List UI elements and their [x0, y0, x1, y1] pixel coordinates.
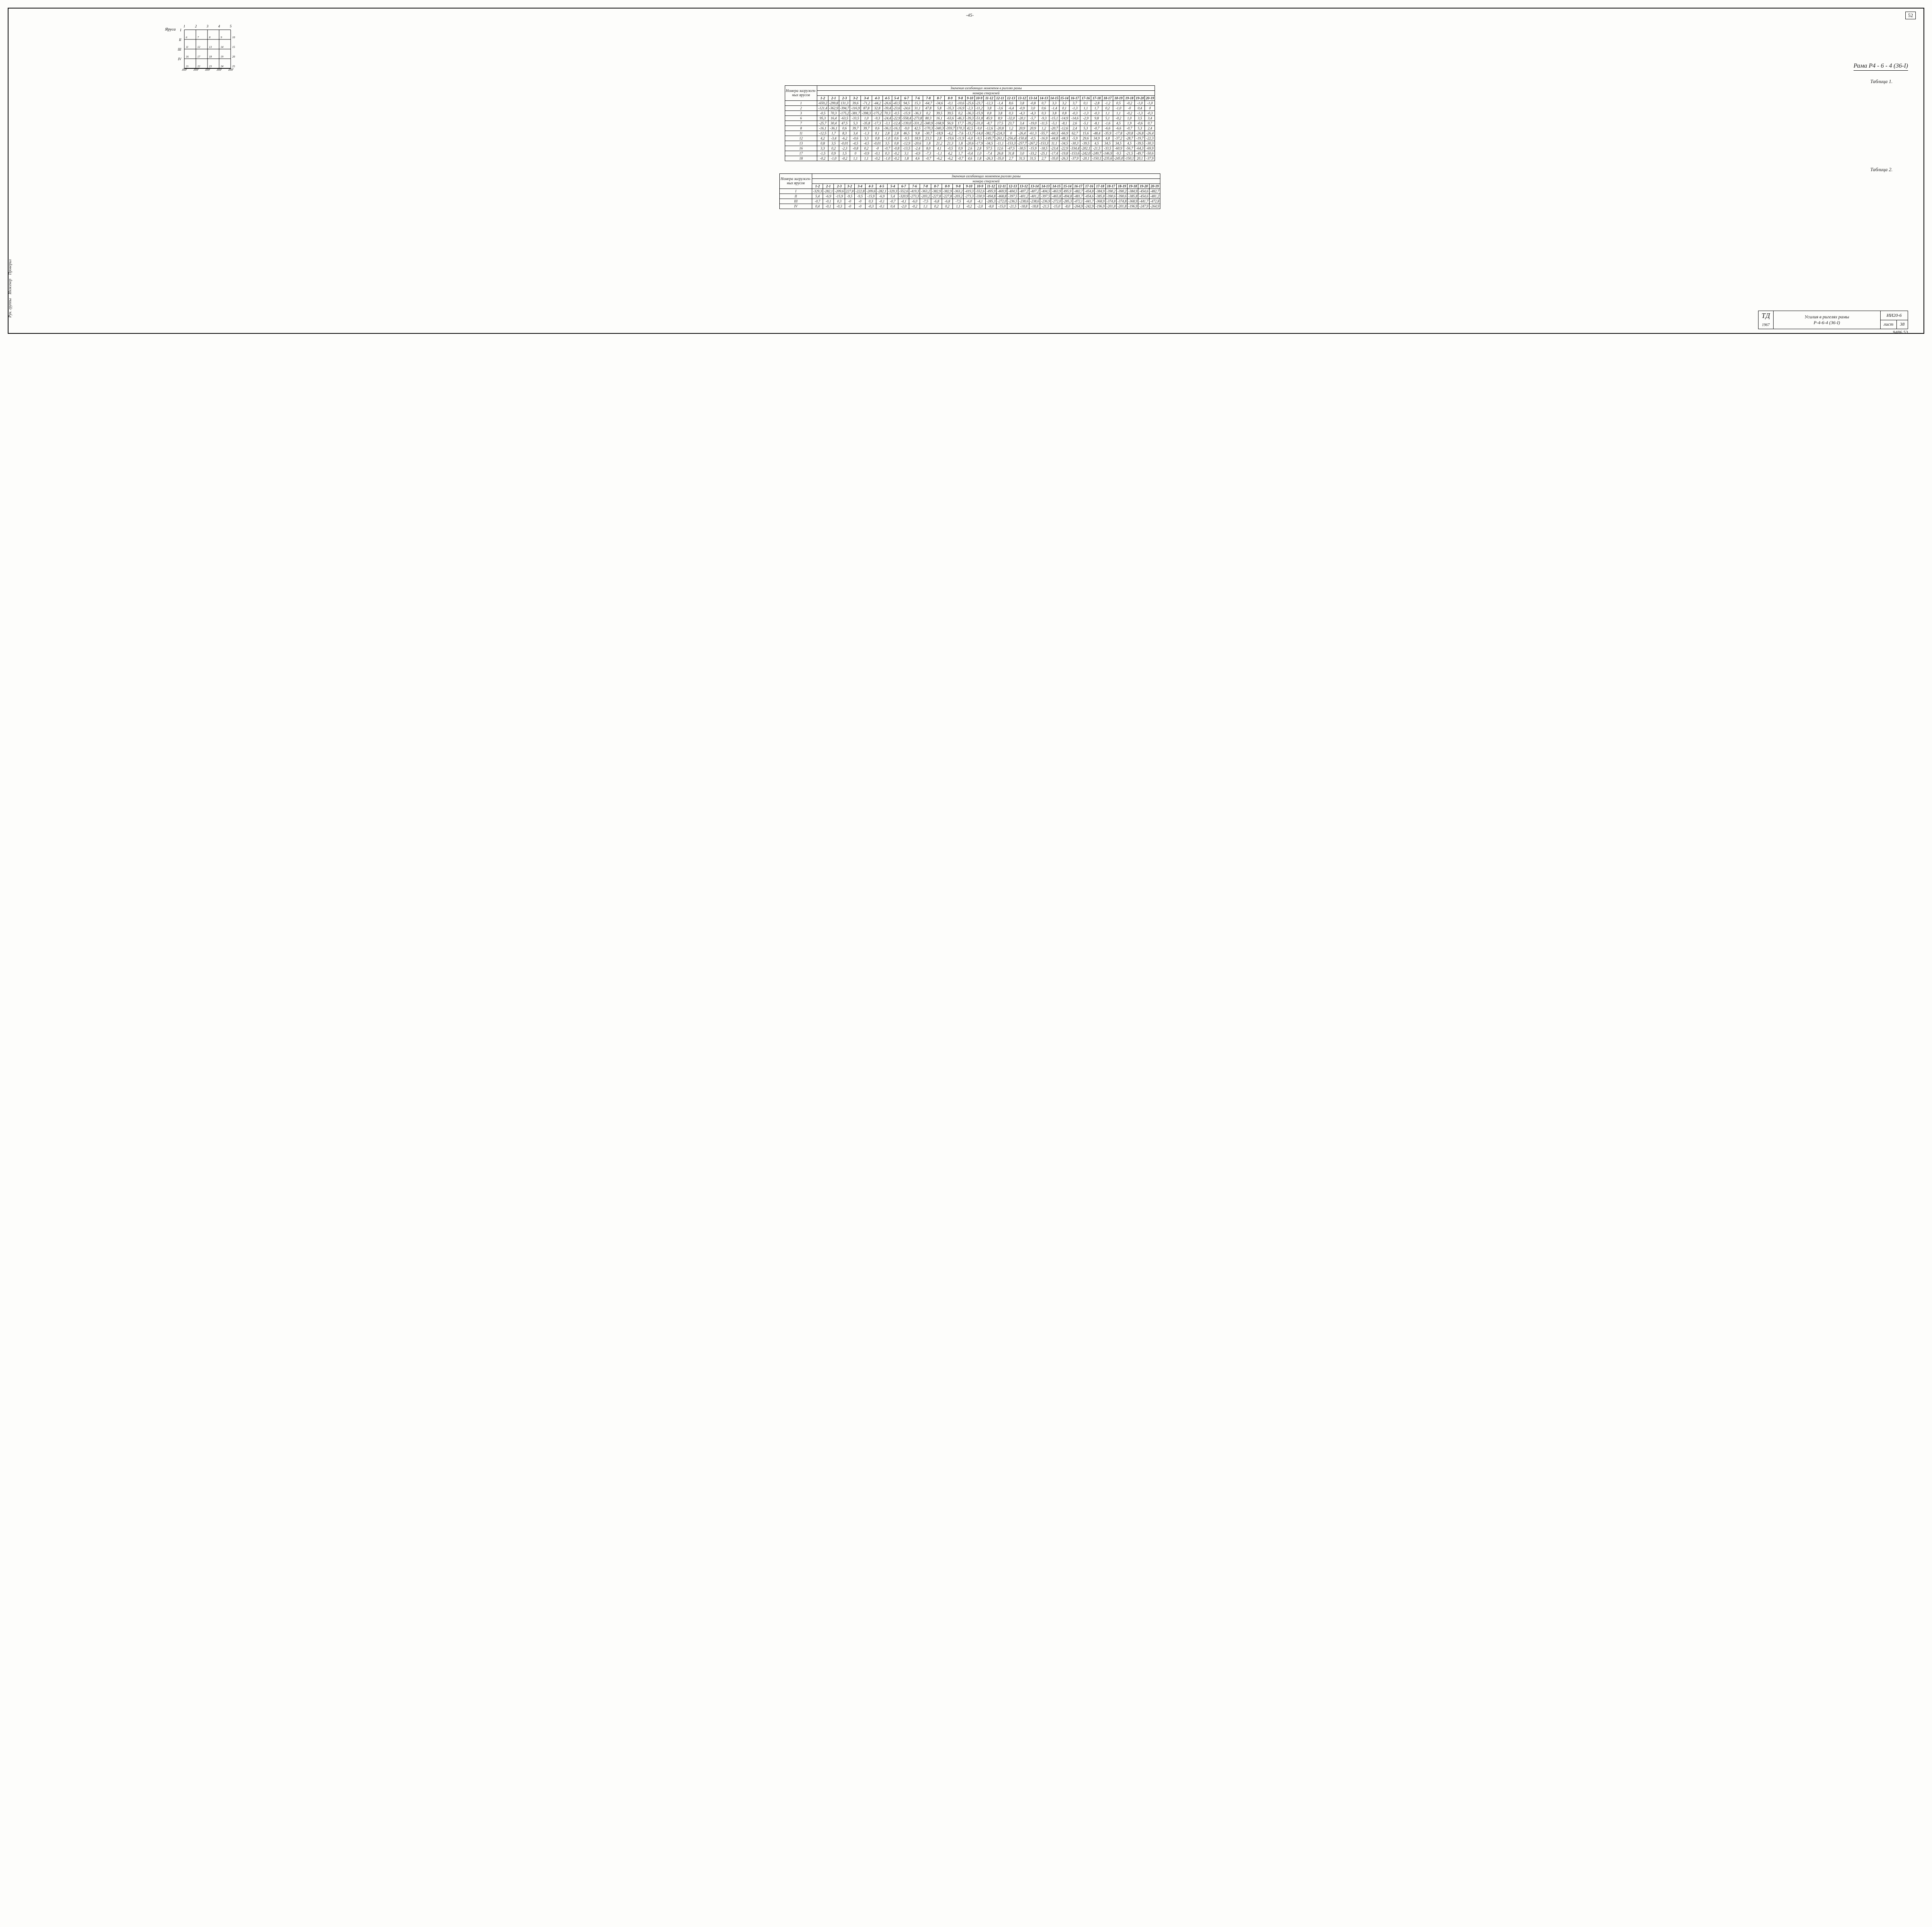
svg-text:16: 16 — [186, 55, 189, 58]
svg-text:4: 4 — [218, 24, 220, 28]
table2-caption: Таблица 2. — [32, 167, 1893, 173]
frame-title: Рама Р4 - 6 - 4 (36-I) — [1854, 63, 1908, 71]
table-2: Номера загружен-ных ярусовЗначения изгиб… — [779, 173, 1160, 209]
svg-text:13: 13 — [209, 46, 212, 49]
svg-text:I: I — [180, 28, 182, 32]
page-corner-number: 52 — [1905, 12, 1916, 19]
footer-number: 9486 53 — [1893, 330, 1908, 335]
svg-text:23: 23 — [209, 65, 212, 68]
svg-text:25: 25 — [232, 65, 235, 68]
svg-text:21: 21 — [186, 65, 189, 68]
svg-text:22: 22 — [197, 65, 201, 68]
svg-text:14: 14 — [221, 46, 224, 49]
svg-text:3: 3 — [206, 24, 209, 28]
svg-text:Яруса: Яруса — [165, 27, 176, 32]
title-block: ТД 1967 Усилия в ригелях рамы Р-4-6-4 (3… — [1758, 311, 1908, 329]
svg-text:III: III — [177, 48, 182, 51]
svg-text:10: 10 — [232, 36, 235, 39]
svg-text:5: 5 — [230, 24, 232, 28]
svg-text:11: 11 — [186, 46, 188, 49]
svg-text:24: 24 — [221, 65, 224, 68]
svg-text:9: 9 — [221, 36, 222, 39]
svg-text:12: 12 — [197, 46, 201, 49]
svg-text:1: 1 — [184, 24, 185, 28]
svg-text:7: 7 — [197, 36, 199, 39]
svg-text:15: 15 — [232, 46, 235, 49]
top-page-number: -45- — [32, 12, 1908, 18]
svg-text:19: 19 — [221, 55, 224, 58]
svg-text:18: 18 — [209, 55, 212, 58]
svg-text:17: 17 — [197, 55, 201, 58]
left-signature-labels: Рук. группы Инженер Проверил — [8, 259, 12, 318]
svg-text:2: 2 — [195, 24, 197, 28]
svg-text:6: 6 — [186, 36, 187, 39]
table-1: Номера загружен-ных ярусовЗначения изгиб… — [785, 85, 1155, 161]
table1-caption: Таблица 1. — [32, 78, 1893, 85]
svg-text:II: II — [179, 38, 182, 42]
drawing-sheet: 52 -45- Рук. группы Инженер Проверил Яру… — [8, 8, 1924, 334]
svg-text:20: 20 — [232, 55, 235, 58]
frame-diagram: Яруса12345IIIIIIIV6789101112131415161718… — [163, 22, 240, 72]
svg-text:8: 8 — [209, 36, 211, 39]
svg-text:IV: IV — [178, 57, 182, 61]
